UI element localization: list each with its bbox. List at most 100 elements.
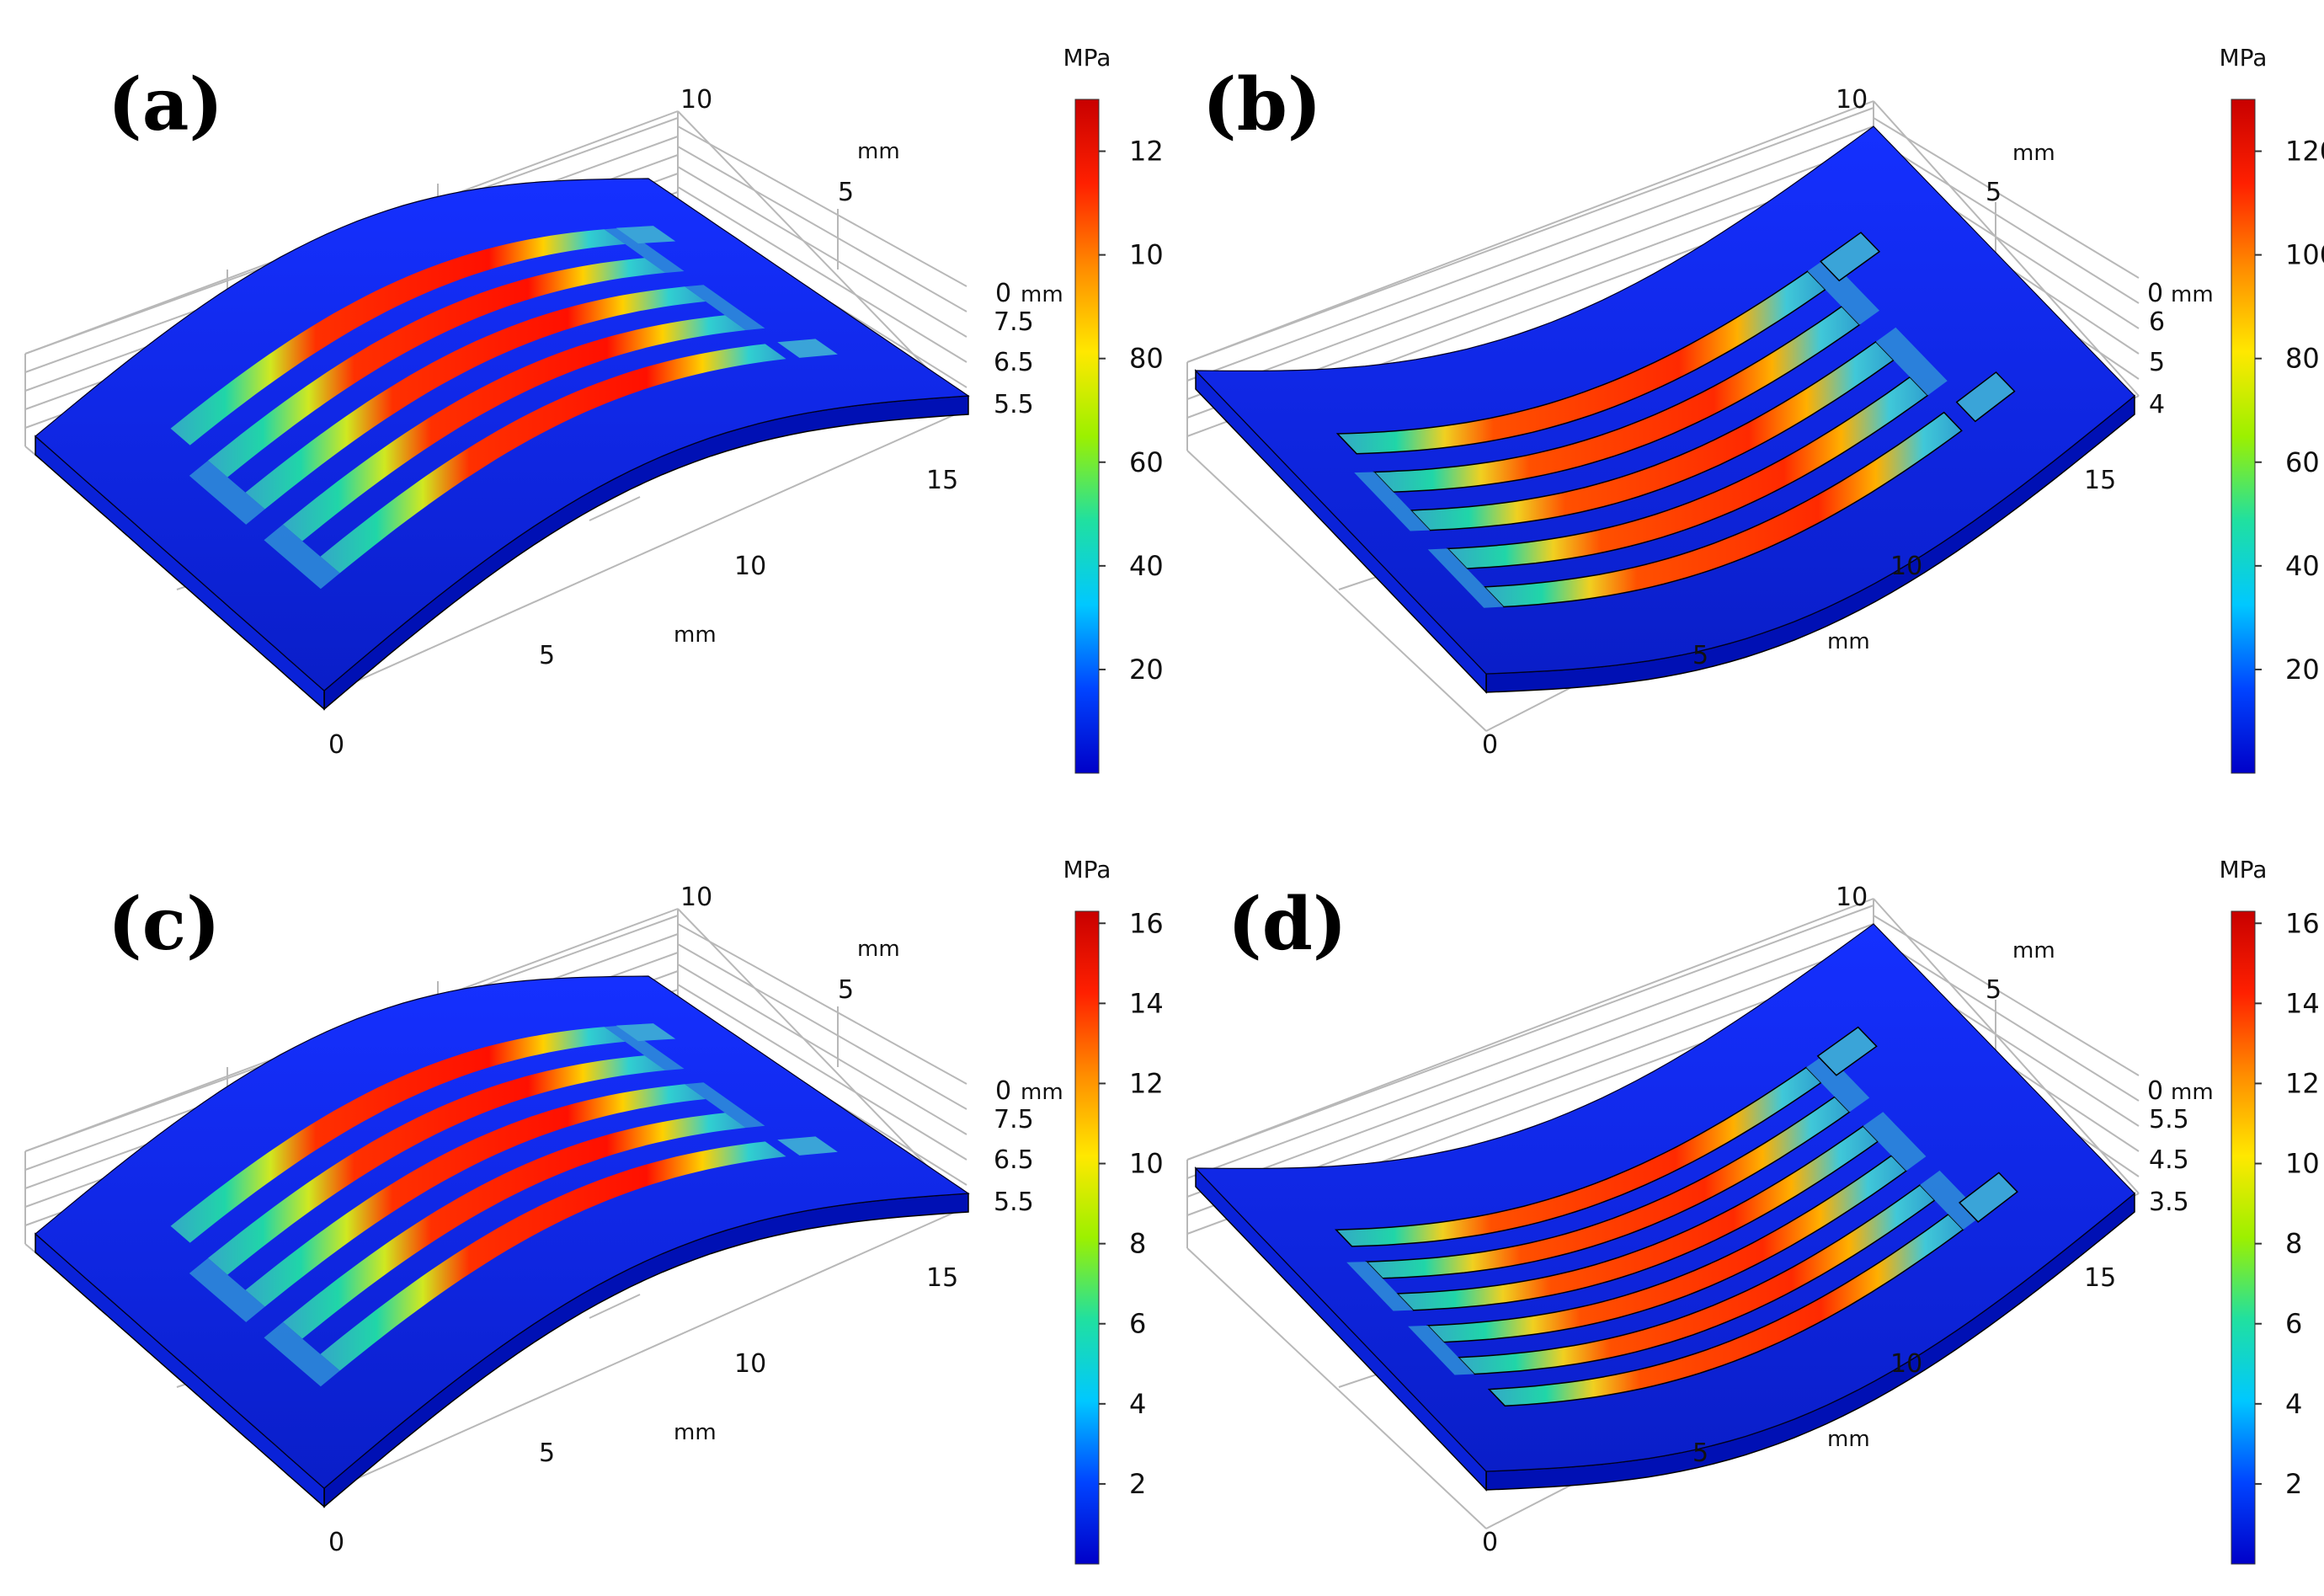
colorbar: [2231, 910, 2256, 1565]
colorbar: [2231, 99, 2256, 774]
y-axis-unit: mm: [2012, 938, 2055, 963]
channel-turn: [685, 1082, 765, 1129]
y-tick-label: 10: [1836, 85, 1868, 115]
y-tick-label: 10: [680, 85, 712, 115]
channel-turn: [264, 1321, 340, 1387]
colorbar: [1074, 910, 1100, 1565]
y-tick-label: 10: [1836, 883, 1868, 912]
colorbar-tick-label: 80: [2285, 343, 2320, 375]
channel-trace: [245, 1084, 706, 1307]
z-tick-label: 3.5: [2149, 1188, 2189, 1217]
colorbar-tick-label: 120: [1129, 136, 1162, 168]
z-axis-unit: mm: [1021, 1080, 1063, 1105]
y-tick-label: 0: [2147, 279, 2163, 308]
y-axis-unit: mm: [857, 139, 900, 164]
x-axis-unit: mm: [1827, 629, 1870, 654]
channel-trace: [283, 1113, 746, 1339]
panel-graphic: 1050mmmm654051015mmMPa12010080604020: [1186, 44, 2324, 774]
x-tick-label: 0: [328, 730, 344, 760]
channel-turn: [1863, 1112, 1927, 1172]
colorbar-tick-label: 60: [2285, 446, 2320, 478]
x-tick-label: 5: [1692, 641, 1708, 670]
colorbar-tick-label: 2: [2285, 1468, 2302, 1500]
z-tick-label: 5.5: [2149, 1105, 2189, 1134]
colorbar-unit: MPa: [1063, 856, 1111, 883]
colorbar-tick-label: 16: [2285, 907, 2320, 939]
contact-pad: [1955, 371, 2016, 423]
x-tick-label: 10: [734, 1349, 766, 1379]
colorbar-tick-label: 8: [2285, 1228, 2302, 1260]
panel-label: (c): [108, 882, 221, 967]
channel-turn: [1354, 472, 1431, 531]
z-tick-label: 6.5: [994, 1145, 1034, 1175]
x-axis-unit: mm: [674, 1420, 717, 1445]
z-tick-label: 5.5: [994, 390, 1034, 419]
colorbar-tick-label: 14: [2285, 987, 2320, 1019]
colorbar-tick-label: 16: [1129, 907, 1162, 939]
contact-pad: [1820, 232, 1881, 282]
colorbar-tick-label: 8: [1129, 1228, 1146, 1260]
channel-trace: [208, 1055, 666, 1275]
y-tick-label: 5: [1986, 178, 2002, 207]
panel-label: (a): [108, 62, 224, 147]
panel-c: 10 5 0 mm mm 7.5 6.5 5.5 0 5 10 15 mm MPa 16 14 12 10 8 6 4 2…: [0, 798, 1162, 1595]
channel-turn: [1807, 257, 1880, 325]
channel-trace: [1446, 376, 1929, 569]
x-tick-label: 5: [539, 1439, 555, 1468]
y-tick-label: 0: [995, 1076, 1011, 1106]
x-tick-label: 15: [2084, 1263, 2116, 1293]
contact-pad: [1816, 1026, 1878, 1076]
panel-label: (d): [1228, 882, 1347, 967]
colorbar-tick-label: 12: [2285, 1067, 2320, 1099]
panel-a: 1050mmmm7.56.55.5051015mmMPa120100806040…: [0, 0, 1162, 798]
contact-pad: [777, 339, 838, 358]
x-tick-label: 5: [539, 641, 555, 670]
y-tick-label: 0: [995, 279, 1011, 308]
channel-trace: [208, 258, 666, 478]
colorbar-tick-label: 20: [1129, 654, 1162, 686]
z-tick-label: 4.5: [2149, 1145, 2189, 1175]
colorbar-tick-label: 40: [2285, 550, 2320, 582]
panel-b: 1050mmmm654051015mmMPa12010080604020 (b): [1162, 0, 2324, 798]
channel-trace: [170, 1027, 626, 1243]
y-axis-unit: mm: [2012, 141, 2055, 166]
channel-turn: [604, 1025, 685, 1070]
channel-trace: [1483, 411, 1963, 608]
x-axis-unit: mm: [674, 622, 717, 648]
contact-pad: [616, 1023, 676, 1042]
channel-turn: [1875, 327, 1948, 396]
colorbar-tick-label: 6: [1129, 1308, 1146, 1340]
channel-turn: [189, 460, 265, 525]
contact-pad: [777, 1136, 838, 1156]
z-tick-label: 5: [2149, 348, 2165, 377]
z-tick-label: 7.5: [994, 307, 1034, 337]
colorbar-tick-label: 10: [2285, 1148, 2320, 1180]
x-tick-label: 0: [328, 1528, 344, 1557]
channel-turn: [1346, 1262, 1414, 1311]
channel-trace: [320, 344, 786, 574]
channel-turn: [264, 524, 340, 590]
colorbar-tick-label: 60: [1129, 446, 1162, 478]
x-tick-label: 0: [1482, 730, 1498, 760]
colorbar-tick-label: 100: [1129, 239, 1162, 271]
channel-turn: [1920, 1170, 1983, 1230]
z-tick-label: 6.5: [994, 348, 1034, 377]
colorbar-unit: MPa: [1063, 44, 1111, 72]
channel-trace: [320, 1141, 786, 1371]
colorbar-tick-label: 2: [1129, 1468, 1146, 1500]
colorbar-tick-label: 4: [1129, 1388, 1146, 1420]
x-axis-unit: mm: [1827, 1427, 1870, 1452]
colorbar-unit: MPa: [2220, 44, 2268, 72]
colorbar-tick-label: 40: [1129, 550, 1162, 582]
x-tick-label: 15: [926, 466, 958, 495]
contact-pad: [1958, 1172, 2018, 1223]
y-tick-label: 10: [680, 883, 712, 912]
channel-turn: [189, 1257, 265, 1322]
channel-turn: [1427, 548, 1504, 608]
colorbar-unit: MPa: [2220, 856, 2268, 883]
panel-label: (b): [1202, 62, 1322, 147]
colorbar-tick-label: 6: [2285, 1308, 2302, 1340]
substrate-surface: [1194, 125, 2135, 675]
